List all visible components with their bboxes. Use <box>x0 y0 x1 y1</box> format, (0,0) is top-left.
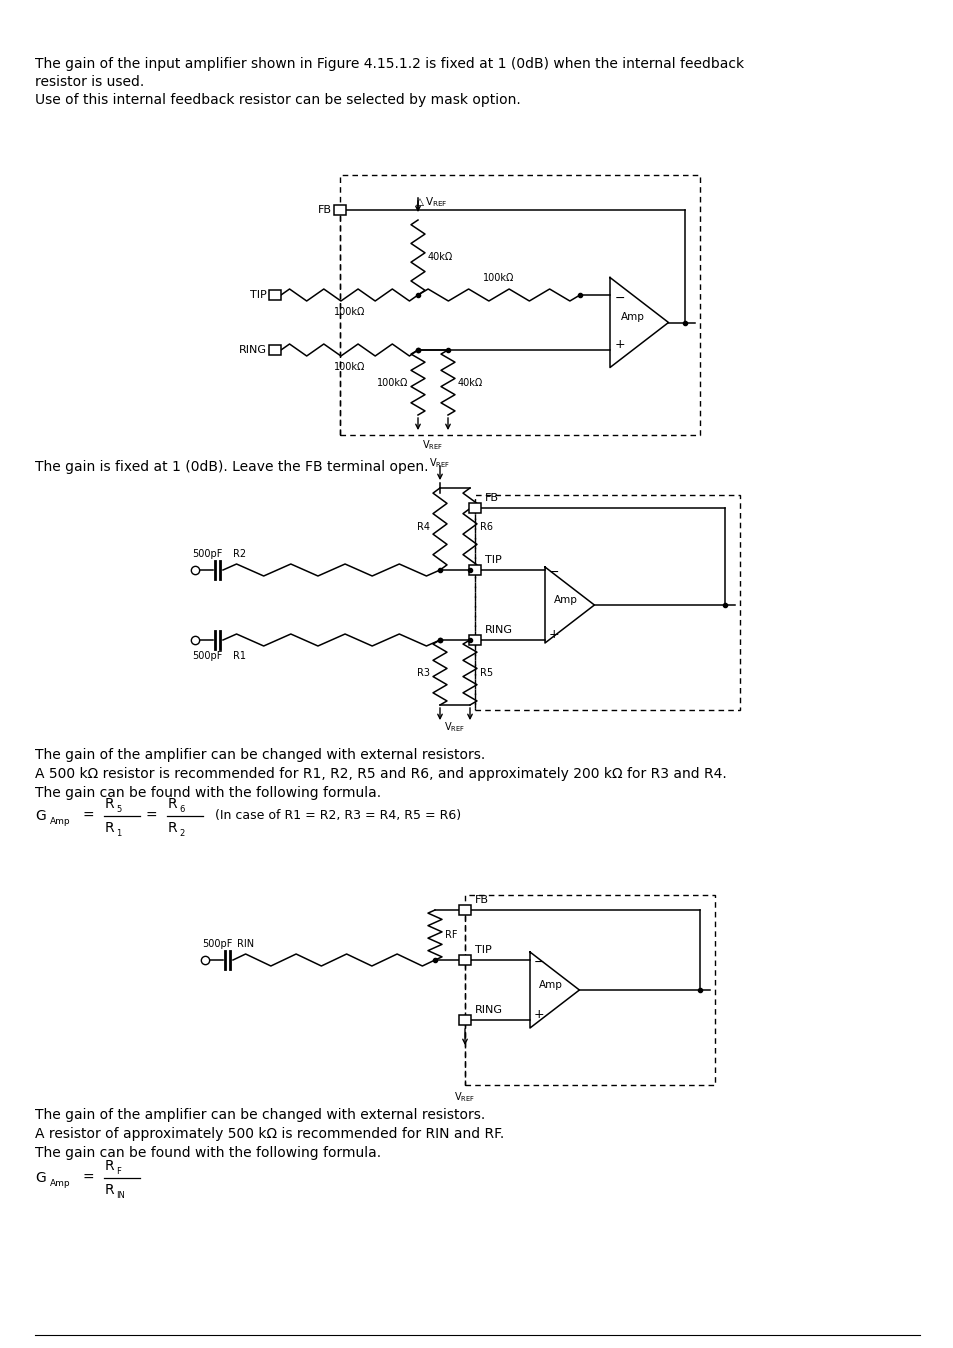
Bar <box>469 503 480 514</box>
Text: 500pF: 500pF <box>202 940 232 949</box>
Text: R: R <box>105 797 114 811</box>
Text: =: = <box>83 1171 94 1185</box>
Text: RIN: RIN <box>236 940 253 949</box>
Text: 5: 5 <box>116 805 121 813</box>
Text: RF: RF <box>444 930 457 940</box>
Text: 500pF: 500pF <box>192 549 222 559</box>
Text: R: R <box>168 797 177 811</box>
Bar <box>475 495 740 710</box>
Text: R5: R5 <box>479 667 493 678</box>
Text: =: = <box>83 809 94 824</box>
Text: Amp: Amp <box>554 594 578 605</box>
Text: R: R <box>105 821 114 834</box>
Text: 100kΩ: 100kΩ <box>334 363 365 372</box>
Text: The gain of the input amplifier shown in Figure 4.15.1.2 is fixed at 1 (0dB) whe: The gain of the input amplifier shown in… <box>35 57 743 71</box>
Text: RING: RING <box>239 345 267 355</box>
Text: F: F <box>116 1166 121 1175</box>
Text: Amp: Amp <box>538 980 562 989</box>
Bar <box>458 954 471 965</box>
Text: V$_{\mathsf{REF}}$: V$_{\mathsf{REF}}$ <box>429 456 450 470</box>
Text: 500pF: 500pF <box>192 651 222 661</box>
Text: FB: FB <box>484 493 498 503</box>
Bar <box>458 1015 471 1024</box>
Text: RING: RING <box>484 625 513 635</box>
Text: Amp: Amp <box>50 817 71 825</box>
Text: The gain of the amplifier can be changed with external resistors.: The gain of the amplifier can be changed… <box>35 748 485 762</box>
Bar <box>269 345 281 355</box>
Text: +: + <box>615 338 625 352</box>
Text: +: + <box>548 628 559 640</box>
Text: Amp: Amp <box>50 1178 71 1188</box>
Bar <box>269 290 281 301</box>
Bar <box>469 565 480 576</box>
Text: FB: FB <box>475 895 489 905</box>
Bar <box>458 905 471 915</box>
Text: TIP: TIP <box>475 945 491 954</box>
Text: −: − <box>548 566 558 578</box>
Text: 40kΩ: 40kΩ <box>457 377 483 387</box>
Text: 100kΩ: 100kΩ <box>483 274 515 283</box>
Bar <box>469 635 480 644</box>
Text: Use of this internal feedback resistor can be selected by mask option.: Use of this internal feedback resistor c… <box>35 93 520 106</box>
Text: (In case of R1 = R2, R3 = R4, R5 = R6): (In case of R1 = R2, R3 = R4, R5 = R6) <box>214 810 460 822</box>
Text: Amp: Amp <box>619 313 644 322</box>
Text: A 500 kΩ resistor is recommended for R1, R2, R5 and R6, and approximately 200 kΩ: A 500 kΩ resistor is recommended for R1,… <box>35 767 726 780</box>
Text: A resistor of approximately 500 kΩ is recommended for RIN and RF.: A resistor of approximately 500 kΩ is re… <box>35 1127 504 1140</box>
Text: G: G <box>35 809 46 824</box>
Text: 100kΩ: 100kΩ <box>376 377 408 387</box>
Text: +: + <box>534 1007 544 1020</box>
Text: =: = <box>146 809 157 824</box>
Text: The gain of the amplifier can be changed with external resistors.: The gain of the amplifier can be changed… <box>35 1108 485 1122</box>
Bar <box>464 895 714 1085</box>
Text: IN: IN <box>116 1192 125 1201</box>
Text: RING: RING <box>475 1006 502 1015</box>
Text: The gain can be found with the following formula.: The gain can be found with the following… <box>35 786 381 799</box>
Text: R1: R1 <box>233 651 246 661</box>
Text: R3: R3 <box>416 667 430 678</box>
Text: R4: R4 <box>416 522 430 531</box>
Text: 1: 1 <box>116 829 121 838</box>
Bar <box>334 205 346 214</box>
Text: R2: R2 <box>233 549 246 559</box>
Text: V$_{\mathsf{REF}}$: V$_{\mathsf{REF}}$ <box>454 1091 476 1104</box>
Text: 100kΩ: 100kΩ <box>334 307 365 317</box>
Text: The gain can be found with the following formula.: The gain can be found with the following… <box>35 1146 381 1161</box>
Text: resistor is used.: resistor is used. <box>35 75 144 89</box>
Text: $\triangle$V$_{\mathsf{REF}}$: $\triangle$V$_{\mathsf{REF}}$ <box>413 195 447 209</box>
Text: R: R <box>105 1184 114 1197</box>
Text: R6: R6 <box>479 522 493 531</box>
Text: 2: 2 <box>179 829 184 838</box>
Text: R: R <box>105 1159 114 1173</box>
Text: −: − <box>615 291 625 305</box>
Text: V$_{\mathsf{REF}}$: V$_{\mathsf{REF}}$ <box>444 720 465 733</box>
Text: FB: FB <box>317 205 332 214</box>
Text: −: − <box>534 956 544 968</box>
Text: 40kΩ: 40kΩ <box>428 252 453 263</box>
Text: The gain is fixed at 1 (0dB). Leave the FB terminal open.: The gain is fixed at 1 (0dB). Leave the … <box>35 460 428 474</box>
Text: V$_{\mathsf{REF}}$: V$_{\mathsf{REF}}$ <box>422 438 443 452</box>
Bar <box>339 175 700 435</box>
Text: 6: 6 <box>179 805 184 813</box>
Text: G: G <box>35 1171 46 1185</box>
Text: R: R <box>168 821 177 834</box>
Text: TIP: TIP <box>250 290 267 301</box>
Text: TIP: TIP <box>484 555 501 565</box>
